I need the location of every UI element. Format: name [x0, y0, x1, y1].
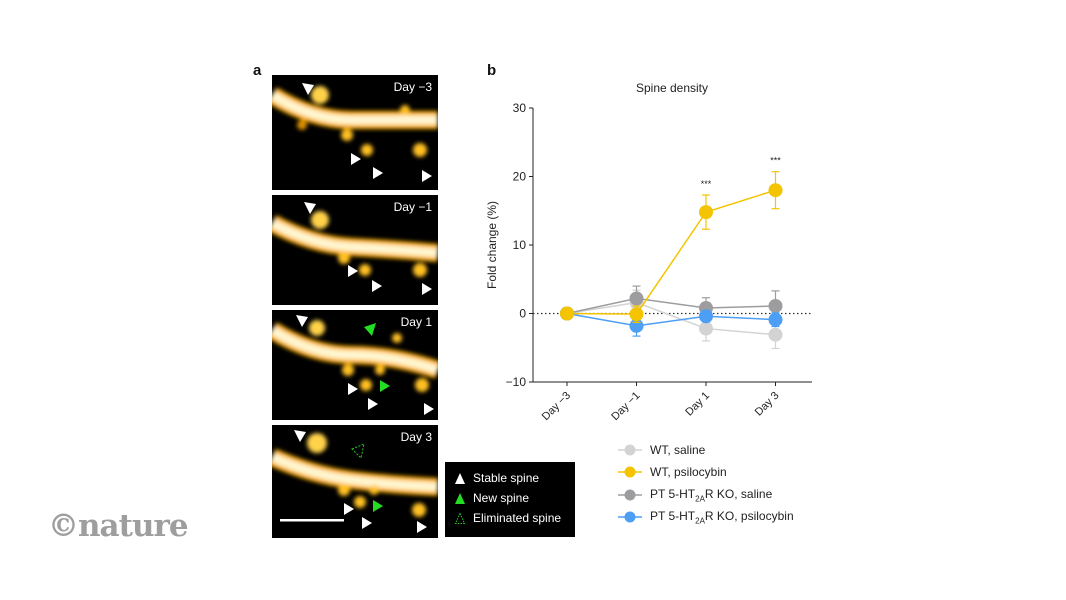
stable-spine-marker	[422, 170, 432, 182]
y-tick-label: 0	[519, 307, 526, 321]
chart-legend-item: WT, psilocybin	[618, 465, 727, 479]
stable-spine-marker	[373, 167, 383, 179]
stable-spine-marker	[368, 398, 378, 410]
y-tick-label: −10	[506, 375, 527, 389]
stable-spine-marker	[422, 283, 432, 295]
stable-spine-marker	[372, 280, 382, 292]
data-point	[699, 309, 713, 324]
x-tick-label: Day −1	[609, 390, 642, 423]
stable-spine-marker	[417, 521, 427, 533]
data-point	[629, 307, 644, 322]
stable-spine-marker	[304, 202, 316, 214]
new-spine-icon	[455, 492, 465, 504]
panel-a-letter: a	[253, 62, 262, 79]
day-label: Day −3	[393, 80, 432, 94]
significance-label: ***	[770, 156, 781, 166]
legend-item-eliminated: Eliminated spine	[455, 509, 561, 527]
micrograph-day-1: Day 1	[272, 310, 438, 420]
data-point	[699, 205, 713, 220]
day-label: Day 1	[400, 315, 432, 329]
panel-b-letter: b	[487, 62, 497, 79]
legend-label: PT 5-HT2AR KO, saline	[650, 487, 773, 504]
legend-label: WT, saline	[650, 443, 706, 457]
dendrite-image	[272, 211, 438, 277]
series-line	[566, 301, 776, 336]
dendrite-image	[272, 320, 438, 392]
axes: −10 0 10 20 30 Day −3 Day −1 Day 1 Day 3	[506, 101, 812, 423]
data-point	[768, 298, 783, 313]
spine-markers	[304, 202, 432, 295]
stable-spine-marker	[296, 315, 308, 327]
spine-markers	[302, 83, 432, 182]
spine-legend: Stable spine New spine Eliminated spine	[445, 462, 575, 537]
series-0	[560, 289, 783, 350]
stable-spine-marker	[362, 517, 372, 529]
legend-label: Stable spine	[473, 471, 540, 485]
data-point	[768, 327, 783, 342]
chart-legend-item: PT 5-HT2AR KO, saline	[618, 487, 772, 503]
eliminated-spine-marker	[351, 443, 365, 460]
stable-spine-marker	[348, 265, 358, 277]
stable-spine-marker	[294, 430, 306, 442]
data-point	[699, 321, 713, 336]
spine-markers	[280, 430, 427, 533]
stable-spine-marker	[424, 403, 434, 415]
legend-label: New spine	[473, 491, 530, 505]
stable-spine-marker	[351, 153, 361, 165]
day-label: Day −1	[393, 200, 432, 214]
y-tick-label: 20	[513, 170, 527, 184]
legend-label: WT, psilocybin	[650, 465, 727, 479]
y-tick-label: 10	[513, 238, 527, 252]
stable-spine-marker	[348, 383, 358, 395]
legend-item-stable: Stable spine	[455, 469, 539, 487]
series-line	[566, 312, 776, 327]
series-layer: *** ***	[560, 156, 783, 350]
stable-spine-marker	[302, 83, 314, 95]
scale-bar	[280, 519, 344, 522]
legend-label: PT 5-HT2AR KO, psilocybin	[650, 509, 794, 526]
legend-marker-icon	[618, 511, 642, 523]
stable-spine-icon	[455, 472, 465, 484]
legend-label: Eliminated spine	[473, 511, 562, 525]
legend-item-new: New spine	[455, 489, 529, 507]
spine-density-chart: Spine density Fold change (%) −10 0 10 20 30…	[485, 81, 812, 423]
chart-title: Spine density	[636, 81, 708, 95]
series-line	[566, 297, 776, 315]
x-tick-label: Day 3	[753, 390, 782, 419]
new-spine-marker	[380, 380, 390, 392]
chart-legend-item: PT 5-HT2AR KO, psilocybin	[618, 509, 794, 525]
nature-watermark: ©nature	[48, 508, 189, 544]
chart-legend-item: WT, saline	[618, 443, 705, 457]
y-axis-label: Fold change (%)	[485, 201, 499, 289]
new-spine-marker	[373, 500, 383, 512]
eliminated-spine-icon	[455, 512, 465, 524]
stable-spine-marker	[344, 503, 354, 515]
series-1: *** ***	[560, 156, 783, 324]
legend-marker-icon	[618, 444, 642, 456]
legend-marker-icon	[618, 466, 642, 478]
micrograph-day-minus3: Day −3	[272, 75, 438, 190]
spine-markers	[296, 315, 434, 415]
data-point	[768, 183, 783, 198]
dendrite-image	[272, 433, 438, 517]
micrograph-day-minus1: Day −1	[272, 195, 438, 305]
data-point	[768, 312, 783, 327]
dendrite-image	[272, 86, 438, 157]
data-point	[629, 291, 644, 306]
significance-label: ***	[701, 179, 712, 189]
series-line	[566, 189, 776, 315]
x-tick-label: Day 1	[683, 390, 712, 419]
x-tick-label: Day −3	[540, 390, 573, 423]
y-tick-label: 30	[513, 101, 527, 115]
new-spine-marker	[364, 323, 376, 336]
micrograph-day-3: Day 3	[272, 425, 438, 538]
legend-marker-icon	[618, 489, 642, 501]
day-label: Day 3	[400, 430, 432, 444]
data-point	[560, 306, 574, 321]
